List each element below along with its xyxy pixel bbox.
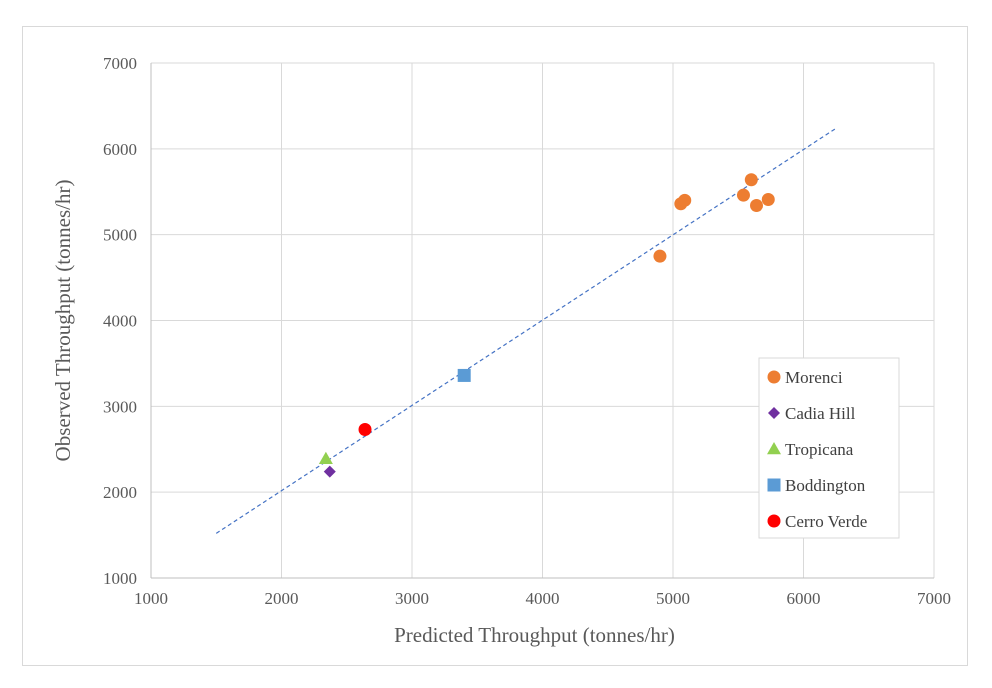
legend: Morenci Cadia Hill Tropicana Boddington Cerr…: [758, 357, 900, 539]
y-tick-label: 5000: [103, 226, 137, 245]
data-point-morenci: [750, 198, 764, 212]
data-point-morenci: [678, 193, 692, 207]
x-tick-label: 1000: [134, 589, 168, 608]
x-axis-title: Predicted Throughput (tonnes/hr): [394, 623, 675, 647]
series-tropicana: [318, 451, 333, 464]
y-tick-label: 4000: [103, 312, 137, 331]
data-point-morenci: [761, 192, 775, 206]
x-tick-label: 7000: [917, 589, 951, 608]
x-tick-label: 2000: [265, 589, 299, 608]
data-point-tropicana: [318, 451, 333, 464]
legend-marker-cadia-hill: [768, 407, 780, 419]
x-tick-label: 6000: [787, 589, 821, 608]
x-tick-label: 5000: [656, 589, 690, 608]
series-cadia-hill: [323, 465, 336, 478]
data-point-morenci: [653, 249, 667, 263]
legend-marker-morenci: [767, 370, 781, 384]
data-point-boddington: [457, 368, 471, 382]
legend-label-tropicana: Tropicana: [785, 440, 854, 459]
legend-marker-cerro-verde: [767, 514, 781, 528]
series-cerro-verde: [358, 423, 372, 437]
series-boddington: [457, 368, 471, 382]
legend-marker-tropicana: [767, 442, 781, 455]
y-tick-label: 2000: [103, 483, 137, 502]
y-tick-label: 7000: [103, 54, 137, 73]
series-morenci: [653, 173, 775, 263]
data-point-morenci: [744, 173, 758, 187]
y-tick-label: 1000: [103, 569, 137, 588]
legend-label-morenci: Morenci: [785, 368, 843, 387]
y-axis-title: Observed Throughput (tonnes/hr): [51, 180, 75, 462]
x-tick-label: 3000: [395, 589, 429, 608]
data-point-cerro-verde: [358, 423, 372, 437]
y-tick-label: 6000: [103, 140, 137, 159]
legend-marker-boddington: [767, 478, 781, 492]
legend-label-boddington: Boddington: [785, 476, 866, 495]
legend-label-cadia-hill: Cadia Hill: [785, 404, 856, 423]
x-tick-label: 4000: [526, 589, 560, 608]
y-tick-label: 3000: [103, 397, 137, 416]
data-point-cadia-hill: [323, 465, 336, 478]
legend-label-cerro-verde: Cerro Verde: [785, 512, 867, 531]
chart-frame: [22, 26, 968, 666]
reference-line: [215, 127, 837, 534]
data-point-morenci: [736, 188, 750, 202]
legend-box: [758, 357, 900, 539]
